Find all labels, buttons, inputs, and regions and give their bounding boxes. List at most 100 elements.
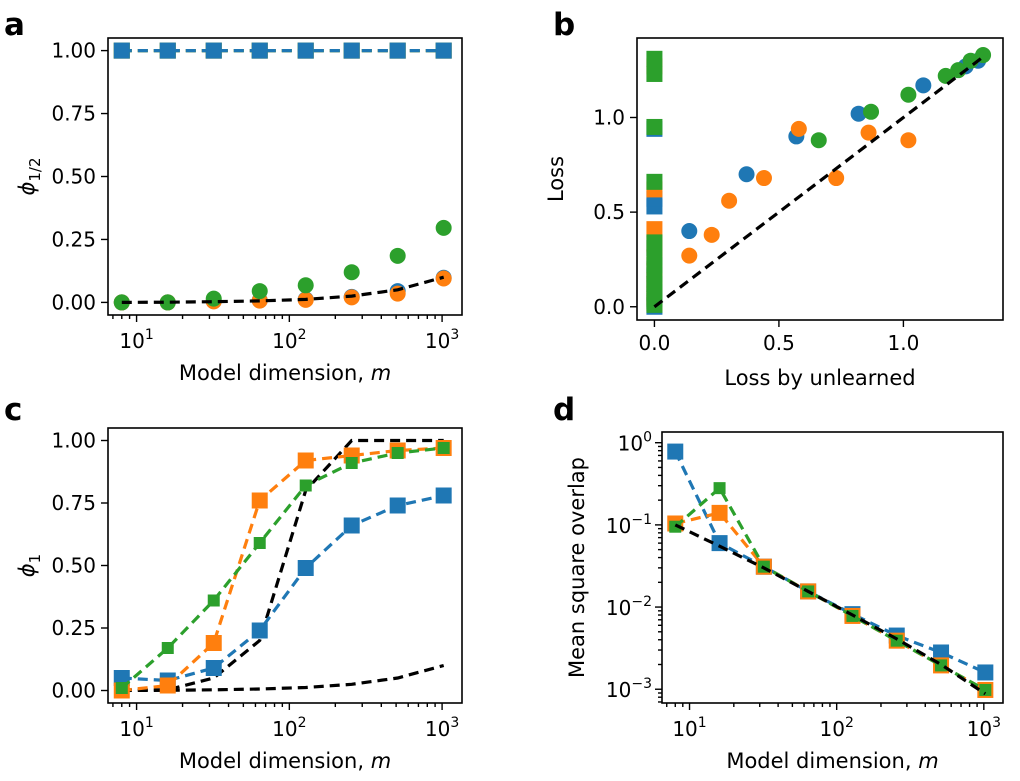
point-green-3 [253,537,266,549]
series-line-black [121,275,445,304]
point-green-0 [669,520,682,533]
point-green-0 [810,132,827,149]
x-tick-label-d-0: 101 [672,715,706,741]
point-green-1 [161,642,174,654]
point-blue-3 [850,105,867,122]
plot-area-b [646,47,992,315]
point-orange-5 [828,170,845,187]
y-axis-label-sub-a: 1/2 [26,158,44,182]
x-tick-label-a-0-exponent: 1 [145,327,154,343]
x-axis-label-text-b: Loss by unlearned [724,366,915,390]
x-tick-label-c-1-exponent: 2 [298,715,307,731]
point-blue-0 [667,443,684,460]
x-tick-label-d-1-base: 10 [819,717,844,741]
x-tick-label-d-2-exponent: 3 [992,715,1001,731]
point-green-7 [979,683,992,696]
y-tick-label-d-3: 100 [618,430,652,456]
panel-d-letter: d [553,392,575,428]
y-tick-label-c-3: 0.75 [51,491,96,515]
y-tick-label-d-0: 10−3 [606,676,652,702]
x-tick-label-d-0-base: 10 [672,717,697,741]
x-tick-label-c-2-exponent: 3 [450,715,459,731]
y-axis-label-text-b: Loss [544,156,568,202]
x-tick-label-a-1-exponent: 2 [298,327,307,343]
x-tick-label-a-2-base: 10 [425,329,450,353]
x-tick-label-c-1: 102 [272,715,306,741]
x-axis-label-var-c: m [371,749,391,773]
plot-area-c [113,438,452,699]
panel-b-letter: b [553,7,575,43]
plot-area-a [113,42,452,311]
y-tick-label-a-2: 0.50 [51,165,96,189]
x-axis-label-a: Model dimension, m [179,361,391,385]
point-green-2 [205,290,222,307]
x-axis-label-text-d: Model dimension, [726,749,918,773]
panel-c-letter: c [4,392,22,428]
point-blue-3 [251,622,268,639]
axes-frame-b [636,37,1004,321]
point-green-0 [115,682,128,694]
point-green-9 [646,118,663,135]
y-tick-label-a-3: 0.75 [51,102,96,126]
point-orange-3 [755,170,772,187]
point-orange-7 [900,132,917,149]
axes-frame-d [661,431,1004,704]
x-tick-label-b-2: 1.0 [888,331,920,355]
point-orange-1 [711,504,728,521]
x-tick-label-c-1-base: 10 [272,717,297,741]
y-axis-label-a: ϕ1/2 [15,158,44,196]
x-tick-label-d-1: 102 [819,715,853,741]
point-green-5 [343,264,360,281]
x-tick-label-c-0-base: 10 [119,717,144,741]
y-axis-label-sub-c: 1 [26,554,44,564]
y-axis-label-text-c: ϕ [15,563,39,577]
y-tick-label-d-1: 10−2 [606,594,652,620]
x-axis-label-var-a: m [371,361,391,385]
point-blue-5 [343,517,360,534]
x-tick-label-a-2-exponent: 3 [450,327,459,343]
point-orange-4 [297,452,314,469]
x-tick-label-c-2: 103 [425,715,459,741]
point-blue-6 [933,644,950,661]
y-tick-label-c-1: 0.25 [51,616,96,640]
x-tick-label-b-0: 0.0 [639,331,671,355]
point-green-1 [863,103,880,120]
point-blue-7 [977,664,994,681]
x-axis-label-text-c: Model dimension, [179,749,371,773]
y-tick-label-a-4: 1.00 [51,39,96,63]
x-axis-label-c: Model dimension, m [179,749,391,773]
point-blue-5 [343,42,360,59]
series-line-black [653,55,985,309]
point-green-6 [389,247,406,264]
y-tick-label-b-2: 1.0 [593,105,625,129]
point-blue-0 [681,223,698,240]
point-green-0 [113,294,130,311]
y-tick-label-c-4: 1.00 [51,429,96,453]
point-green-1 [159,294,176,311]
x-tick-label-d-0-exponent: 1 [698,715,707,731]
y-tick-label-d-2-exponent: −1 [631,512,652,528]
y-tick-label-c-2: 0.50 [51,554,96,578]
x-tick-label-a-1-base: 10 [272,329,297,353]
point-blue-4 [297,42,314,59]
x-tick-label-a-2: 103 [425,327,459,353]
y-tick-label-d-0-base: 10 [606,678,631,702]
y-tick-label-b-1: 0.5 [593,200,625,224]
axes-frame-c [107,427,463,704]
y-tick-label-d-0-exponent: −3 [631,676,652,692]
point-blue-1 [738,166,755,183]
x-tick-label-d-2-base: 10 [967,717,992,741]
point-green-7 [437,442,450,454]
point-green-2 [900,86,917,103]
x-tick-label-c-0: 101 [119,715,153,741]
point-orange-2 [205,635,222,651]
point-green-8 [646,173,663,190]
point-orange-4 [790,120,807,137]
point-orange-0 [681,247,698,264]
panel-a-letter: a [4,7,25,43]
y-tick-label-d-3-exponent: 0 [643,430,652,446]
y-axis-label-text-a: ϕ [15,182,39,196]
point-orange-3 [251,492,268,509]
y-tick-label-a-0: 0.00 [51,290,96,314]
